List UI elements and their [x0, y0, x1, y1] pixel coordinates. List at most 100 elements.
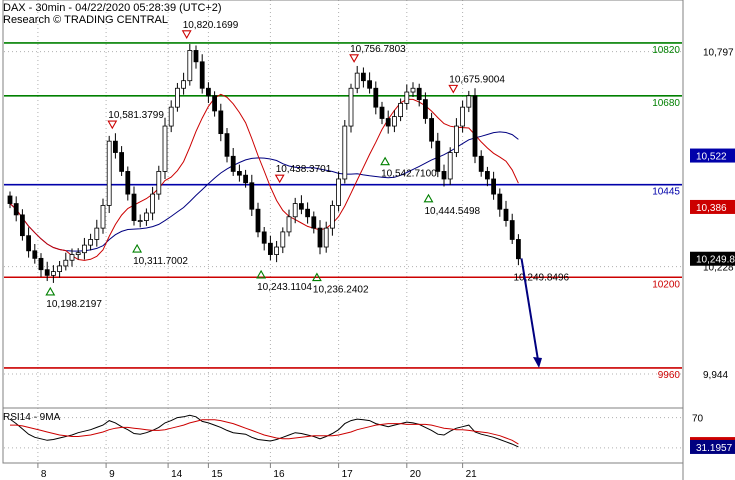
x-tick-label: 21 [466, 469, 478, 480]
candle-body [422, 99, 428, 119]
rsi-title: RSI14 - 9MA [3, 412, 61, 423]
candle-body [348, 87, 354, 127]
candle-body [224, 133, 230, 157]
candle-body [168, 106, 174, 127]
candle-body [298, 203, 304, 210]
candle-body [156, 171, 162, 195]
candle-body [100, 205, 106, 229]
levels-layer: 10820 10680 10445 10200 9960 [4, 42, 682, 381]
candle-body [243, 174, 249, 184]
candle-body [460, 106, 466, 127]
y-tick-label: 10,797 [703, 48, 734, 59]
high-marker-icon [349, 54, 360, 63]
high-marker-icon [274, 174, 285, 184]
rsi-grid [4, 408, 682, 463]
candle-body [429, 118, 435, 142]
candle-body [63, 259, 69, 267]
candle-body [75, 252, 81, 255]
rsi-series-RSI14 [9, 414, 519, 448]
candle-body [44, 269, 50, 276]
candle-body [398, 102, 404, 118]
candle-body [255, 208, 261, 233]
annotation-label: 10,249.8496 [514, 272, 570, 283]
candle-body [205, 87, 211, 97]
candle-body [472, 95, 478, 157]
candle-body [342, 125, 348, 180]
x-tick-label: 17 [342, 469, 354, 480]
candle-body [199, 61, 205, 89]
price-tag-bg [690, 251, 735, 266]
candle-body [187, 50, 193, 82]
candle-body [26, 235, 32, 252]
x-tick-label: 14 [171, 469, 183, 480]
candle-body [435, 140, 441, 172]
candle-body [280, 231, 286, 248]
candle-body [94, 227, 100, 240]
candle-body [410, 87, 416, 93]
candle-body [249, 182, 255, 210]
candle-body [236, 171, 242, 176]
candle-body [466, 95, 472, 108]
candle-body [484, 171, 490, 180]
annot-layer: 10,820.1699 10,756.7803 10,675.9004 10,581.… [45, 20, 570, 310]
candle-body [503, 208, 509, 221]
candle-body [261, 231, 267, 244]
candle-body [391, 116, 397, 127]
candle-body [38, 257, 44, 271]
candle-body [267, 242, 273, 255]
level-label-10445: 10445 [652, 187, 680, 198]
rsi-layer: 703034.997331.1957 [9, 414, 735, 455]
candle-body [292, 203, 298, 218]
y-tick-label: 10,228 [703, 263, 734, 274]
low-marker-icon [380, 156, 391, 166]
xaxis-layer: 8 9 14 15 16 17 20 21 [37, 463, 478, 480]
candle-body [113, 140, 118, 153]
candle-body [354, 72, 360, 89]
candle-body [106, 140, 112, 206]
candle-body [193, 50, 199, 63]
high-marker-icon [448, 84, 459, 94]
candle-body [125, 171, 131, 195]
candle-body [404, 91, 410, 104]
level-label-9960: 9960 [658, 370, 681, 381]
candle-body [416, 87, 422, 101]
candle-body [212, 95, 218, 112]
candle-body [441, 171, 447, 180]
annotation-label: 10,756.7803 [350, 44, 406, 55]
forecast-arrowhead-icon [533, 356, 542, 368]
axis-layer: 10,797 10,228 9,944 10,522 10,386 10,249.8 [690, 48, 735, 381]
candle-body [13, 203, 19, 216]
candle-body [367, 80, 373, 89]
level-label-10200: 10200 [652, 279, 680, 290]
annotation-label: 10,236.2402 [313, 285, 369, 296]
candle-body [69, 254, 75, 261]
candle-body [150, 193, 156, 214]
candle-body [143, 212, 149, 221]
price-tag: 10,522 [696, 152, 727, 163]
x-tick-label: 15 [211, 469, 223, 480]
research-credit: Research © TRADING CENTRAL [3, 14, 168, 26]
candle-body [516, 239, 521, 260]
candle-body [119, 152, 124, 172]
x-tick-label: 16 [273, 469, 285, 480]
candles-layer [7, 44, 521, 283]
arrow-layer [520, 258, 542, 368]
candle-body [336, 178, 342, 206]
candle-body [509, 220, 515, 240]
chart-title: DAX - 30min - 04/22/2020 05:28:39 (UTC+2… [3, 2, 222, 14]
forecast-arrow-line [520, 258, 539, 361]
level-label-10820: 10820 [652, 45, 680, 56]
candle-body [360, 72, 366, 82]
annotation-label: 10,820.1699 [183, 20, 239, 31]
candle-body [88, 239, 93, 246]
low-marker-icon [311, 272, 322, 282]
annotation-label: 10,198.2197 [46, 299, 102, 310]
candle-body [51, 271, 56, 276]
candle-body [497, 193, 503, 210]
candle-body [447, 152, 453, 180]
price-tag: 10,386 [696, 203, 727, 214]
candle-body [274, 246, 280, 255]
candle-body [57, 265, 62, 272]
candle-body [329, 205, 335, 229]
annotation-label: 10,581.3799 [108, 110, 164, 121]
